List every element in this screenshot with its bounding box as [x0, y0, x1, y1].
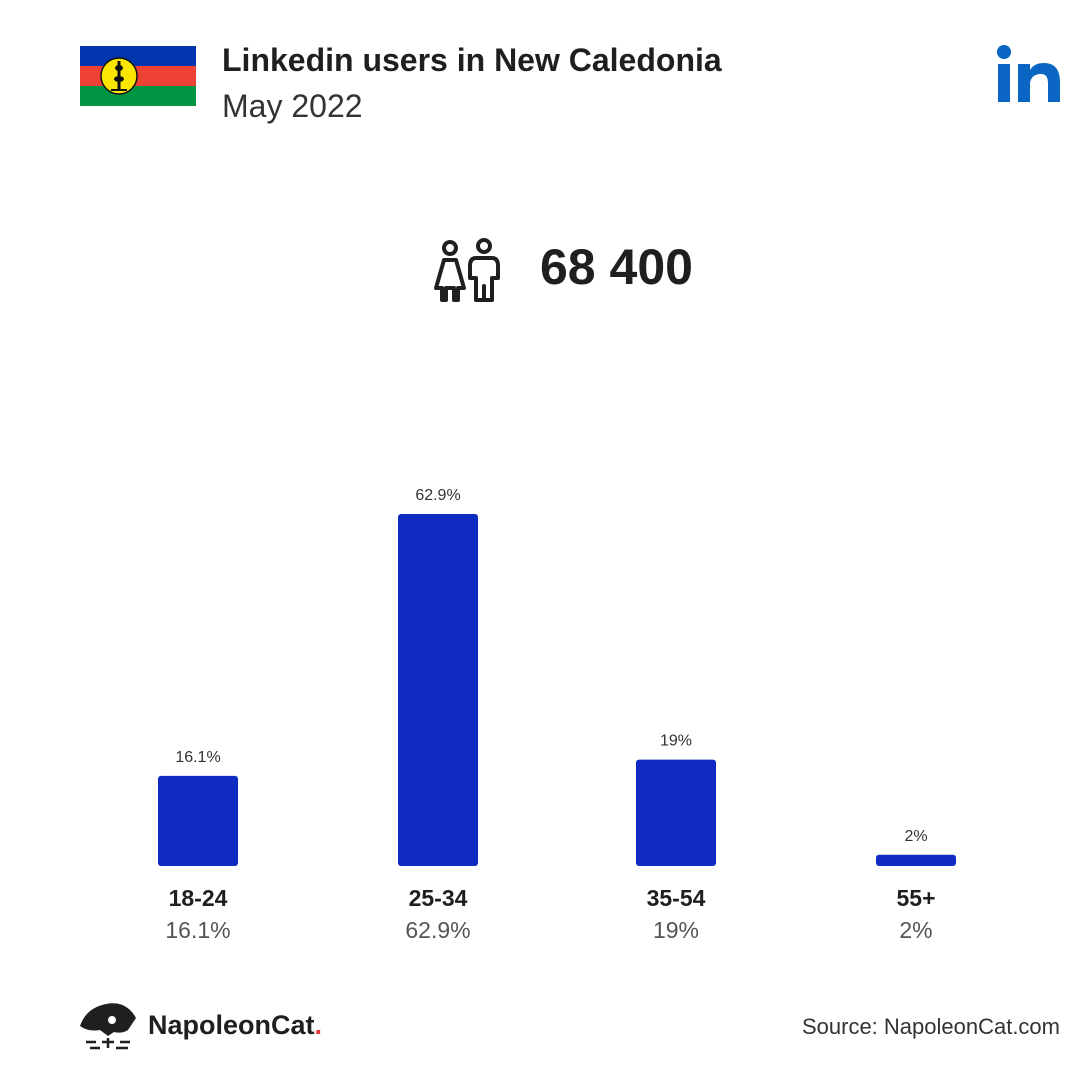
- brand-name-text: NapoleonCat: [148, 1010, 315, 1040]
- category-percent-label: 2%: [899, 917, 932, 943]
- users-icon: [434, 238, 500, 302]
- bar-55+: [876, 854, 956, 866]
- bar-value-label: 2%: [904, 828, 927, 845]
- bar-35-54: [636, 759, 716, 866]
- category-label: 55+: [896, 885, 935, 911]
- brand-name: NapoleonCat.: [148, 1010, 322, 1041]
- page-subtitle: May 2022: [222, 88, 363, 124]
- bar-value-label: 62.9%: [415, 487, 460, 504]
- bar-25-34: [398, 514, 478, 866]
- bar-value-label: 19%: [660, 733, 692, 750]
- source-credit: Source: NapoleonCat.com: [801, 1014, 1060, 1039]
- category-label: 18-24: [169, 885, 228, 911]
- category-percent-label: 16.1%: [165, 917, 230, 943]
- napoleoncat-logo-icon: [80, 1003, 136, 1050]
- bar-value-label: 16.1%: [175, 749, 220, 766]
- page-title: Linkedin users in New Caledonia: [222, 42, 722, 78]
- category-label: 25-34: [409, 885, 468, 911]
- linkedin-logo-icon: [997, 45, 1060, 102]
- total-users: 68 400: [540, 239, 693, 295]
- category-percent-label: 62.9%: [405, 917, 470, 943]
- category-label: 35-54: [647, 885, 706, 911]
- bar-18-24: [158, 775, 238, 866]
- category-percent-label: 19%: [653, 917, 699, 943]
- brand-dot: .: [314, 1010, 323, 1040]
- new-caledonia-flag-icon: [80, 46, 196, 106]
